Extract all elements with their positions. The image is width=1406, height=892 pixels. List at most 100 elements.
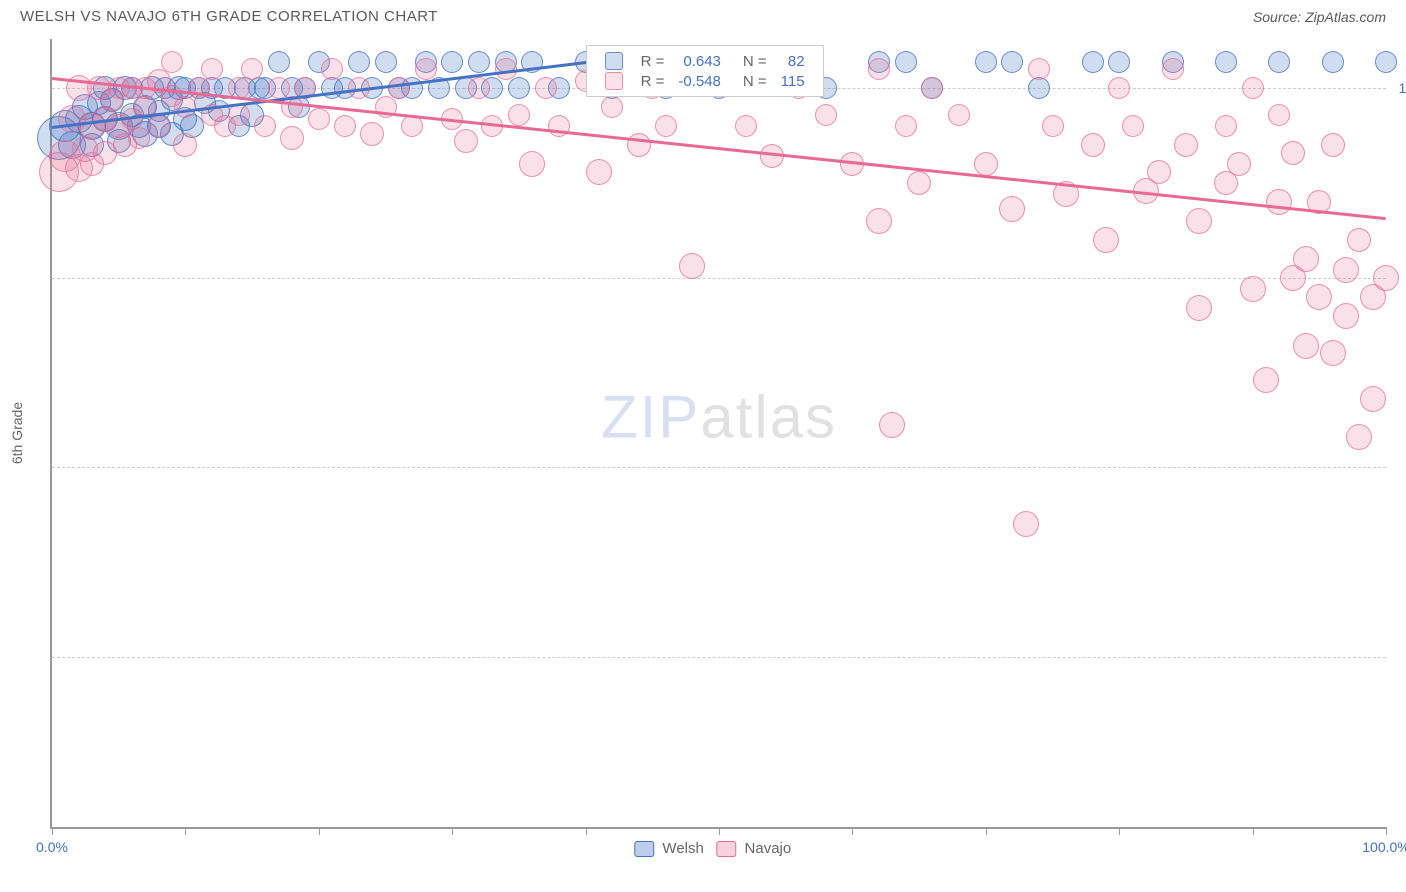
x-tick xyxy=(185,827,186,835)
source-attribution: Source: ZipAtlas.com xyxy=(1253,9,1386,25)
data-point xyxy=(441,51,463,73)
data-point xyxy=(1293,333,1319,359)
data-point xyxy=(655,115,677,137)
data-point xyxy=(1240,276,1266,302)
data-point xyxy=(228,104,250,126)
data-point xyxy=(1186,295,1212,321)
data-point xyxy=(1320,340,1346,366)
data-point xyxy=(974,152,998,176)
data-point xyxy=(454,129,478,153)
legend-label: Navajo xyxy=(745,840,792,857)
data-point xyxy=(868,58,890,80)
data-point xyxy=(360,122,384,146)
data-point xyxy=(128,127,150,149)
data-point xyxy=(1028,77,1050,99)
data-point xyxy=(334,115,356,137)
data-point xyxy=(1293,246,1319,272)
data-point xyxy=(760,144,784,168)
watermark: ZIPatlas xyxy=(601,383,837,452)
data-point xyxy=(188,77,210,99)
gridline xyxy=(52,657,1386,658)
data-point xyxy=(1268,51,1290,73)
x-tick xyxy=(1253,827,1254,835)
data-point xyxy=(1306,284,1332,310)
series-legend: Welsh Navajo xyxy=(634,840,803,857)
data-point xyxy=(174,96,196,118)
data-point xyxy=(254,115,276,137)
data-point xyxy=(1346,424,1372,450)
data-point xyxy=(1375,51,1397,73)
correlation-legend: R =0.643N =82R =-0.548N =115 xyxy=(586,45,824,97)
data-point xyxy=(679,253,705,279)
x-tick xyxy=(52,827,53,835)
data-point xyxy=(1093,227,1119,253)
data-point xyxy=(548,115,570,137)
data-point xyxy=(948,104,970,126)
x-tick xyxy=(452,827,453,835)
data-point xyxy=(975,51,997,73)
data-point xyxy=(241,58,263,80)
data-point xyxy=(1281,141,1305,165)
x-tick xyxy=(852,827,853,835)
data-point xyxy=(1013,511,1039,537)
data-point xyxy=(1108,51,1130,73)
data-point xyxy=(879,412,905,438)
x-tick-label: 0.0% xyxy=(36,839,68,855)
data-point xyxy=(895,51,917,73)
data-point xyxy=(1001,51,1023,73)
data-point xyxy=(1108,77,1130,99)
data-point xyxy=(508,77,530,99)
data-point xyxy=(907,171,931,195)
data-point xyxy=(1028,58,1050,80)
data-point xyxy=(415,58,437,80)
data-point xyxy=(1162,58,1184,80)
data-point xyxy=(999,196,1025,222)
data-point xyxy=(735,115,757,137)
data-point xyxy=(866,208,892,234)
data-point xyxy=(1081,133,1105,157)
data-point xyxy=(535,77,557,99)
data-point xyxy=(1186,208,1212,234)
data-point xyxy=(1373,265,1399,291)
data-point xyxy=(1215,51,1237,73)
x-tick xyxy=(986,827,987,835)
data-point xyxy=(321,58,343,80)
data-point xyxy=(1360,386,1386,412)
x-tick xyxy=(719,827,720,835)
data-point xyxy=(1174,133,1198,157)
chart-title: WELSH VS NAVAJO 6TH GRADE CORRELATION CH… xyxy=(20,8,438,25)
data-point xyxy=(201,58,223,80)
scatter-chart: 6th Grade ZIPatlas 85.0%90.0%95.0%100.0%… xyxy=(50,39,1386,829)
y-axis-label: 6th Grade xyxy=(9,402,25,464)
data-point xyxy=(1147,160,1171,184)
data-point xyxy=(627,133,651,157)
data-point xyxy=(1266,189,1292,215)
data-point xyxy=(1122,115,1144,137)
data-point xyxy=(1227,152,1251,176)
data-point xyxy=(1242,77,1264,99)
data-point xyxy=(268,51,290,73)
x-tick xyxy=(1119,827,1120,835)
data-point xyxy=(895,115,917,137)
x-tick-label: 100.0% xyxy=(1362,839,1406,855)
data-point xyxy=(1215,115,1237,137)
data-point xyxy=(388,77,410,99)
gridline xyxy=(52,467,1386,468)
y-tick-label: 100.0% xyxy=(1399,80,1406,96)
data-point xyxy=(148,115,170,137)
x-tick xyxy=(1386,827,1387,835)
x-tick xyxy=(586,827,587,835)
data-point xyxy=(173,133,197,157)
gridline xyxy=(52,278,1386,279)
data-point xyxy=(1347,228,1371,252)
data-point xyxy=(468,51,490,73)
data-point xyxy=(161,51,183,73)
data-point xyxy=(1333,303,1359,329)
data-point xyxy=(508,104,530,126)
data-point xyxy=(1042,115,1064,137)
data-point xyxy=(1321,133,1345,157)
data-point xyxy=(815,104,837,126)
data-point xyxy=(308,108,330,130)
data-point xyxy=(401,115,423,137)
data-point xyxy=(519,151,545,177)
